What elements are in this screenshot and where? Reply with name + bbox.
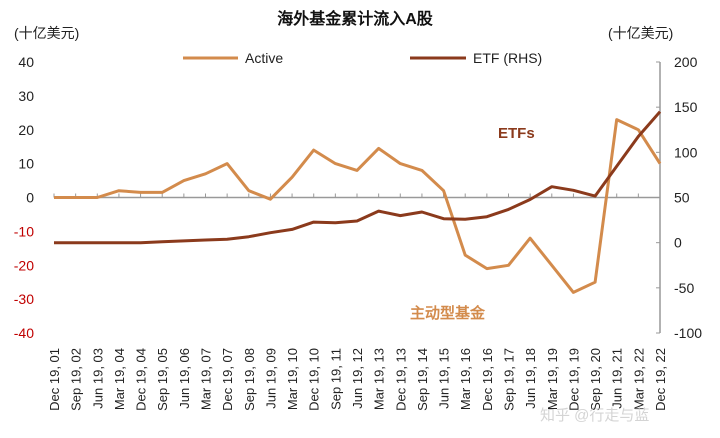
- left-y-tick-label: -20: [14, 257, 34, 273]
- x-tick-label: Jun 19, 18: [523, 348, 538, 409]
- x-tick-label: Mar 19, 10: [285, 348, 300, 410]
- x-tick-label: Mar 19, 13: [372, 348, 387, 410]
- x-tick-label: Jun 19, 15: [437, 348, 452, 409]
- x-tick-label: Sep 19, 17: [502, 348, 517, 411]
- left-y-tick-label: 10: [18, 156, 34, 172]
- right-y-tick-label: -100: [674, 325, 702, 341]
- x-tick-label: Jun 19, 09: [263, 348, 278, 409]
- right-y-tick-label: -50: [674, 280, 694, 296]
- x-tick-label: Dec 19, 19: [566, 348, 581, 411]
- annotation-active-funds: 主动型基金: [410, 304, 486, 322]
- left-y-tick-label: 40: [18, 54, 34, 70]
- x-tick-label: Jun 19, 06: [177, 348, 192, 409]
- x-tick-label: Jun 19, 12: [350, 348, 365, 409]
- x-tick-label: Dec 19, 22: [653, 348, 668, 411]
- x-tick-label: Mar 19, 19: [545, 348, 560, 410]
- x-tick-label: Dec 19, 13: [393, 348, 408, 411]
- legend: Active ETF (RHS): [183, 50, 542, 66]
- x-tick-label: Dec 19, 04: [134, 348, 149, 411]
- left-axis-unit: (十亿美元): [14, 25, 79, 41]
- x-tick-label: Mar 19, 16: [458, 348, 473, 410]
- x-tick-label: Dec 19, 16: [480, 348, 495, 411]
- right-y-tick-label: 100: [674, 144, 698, 160]
- x-tick-label: Mar 19, 04: [112, 348, 127, 410]
- x-tick-label: Mar 19, 22: [631, 348, 646, 410]
- right-y-tick-label: 0: [674, 235, 682, 251]
- right-y-tick-label: 200: [674, 54, 698, 70]
- chart-title: 海外基金累计流入A股: [277, 9, 434, 28]
- annotation-etfs: ETFs: [498, 125, 535, 142]
- left-y-tick-label: 20: [18, 122, 34, 138]
- x-tick-label: Dec 19, 01: [47, 348, 62, 411]
- x-tick-label: Jun 19, 21: [610, 348, 625, 409]
- x-tick-label: Sep 19, 11: [328, 348, 343, 410]
- left-y-tick-label: 0: [26, 190, 34, 206]
- left-y-tick-label: -10: [14, 223, 34, 239]
- legend-label-active: Active: [245, 50, 283, 66]
- series-line-etf: [54, 110, 662, 245]
- x-tick-label: Sep 19, 05: [155, 348, 170, 411]
- right-axis-unit: (十亿美元): [608, 25, 673, 41]
- watermark: 知乎 @行走与蓝: [540, 407, 649, 424]
- left-y-tick-label: -40: [14, 325, 34, 341]
- series-line-active: [54, 118, 662, 294]
- right-y-tick-label: 150: [674, 99, 698, 115]
- legend-label-etf: ETF (RHS): [473, 50, 542, 66]
- right-y-tick-label: 50: [674, 190, 690, 206]
- x-tick-label: Mar 19, 07: [199, 348, 214, 410]
- x-tick-label: Sep 19, 02: [69, 348, 84, 411]
- x-tick-label: Jun 19, 03: [90, 348, 105, 409]
- x-tick-label: Dec 19, 10: [307, 348, 322, 411]
- x-tick-label: Dec 19, 07: [220, 348, 235, 411]
- x-tick-label: Sep 19, 08: [242, 348, 257, 411]
- x-tick-label: Sep 19, 14: [415, 348, 430, 411]
- x-tick-label: Sep 19, 20: [588, 348, 603, 411]
- left-y-tick-label: -30: [14, 291, 34, 307]
- left-y-tick-label: 30: [18, 88, 34, 104]
